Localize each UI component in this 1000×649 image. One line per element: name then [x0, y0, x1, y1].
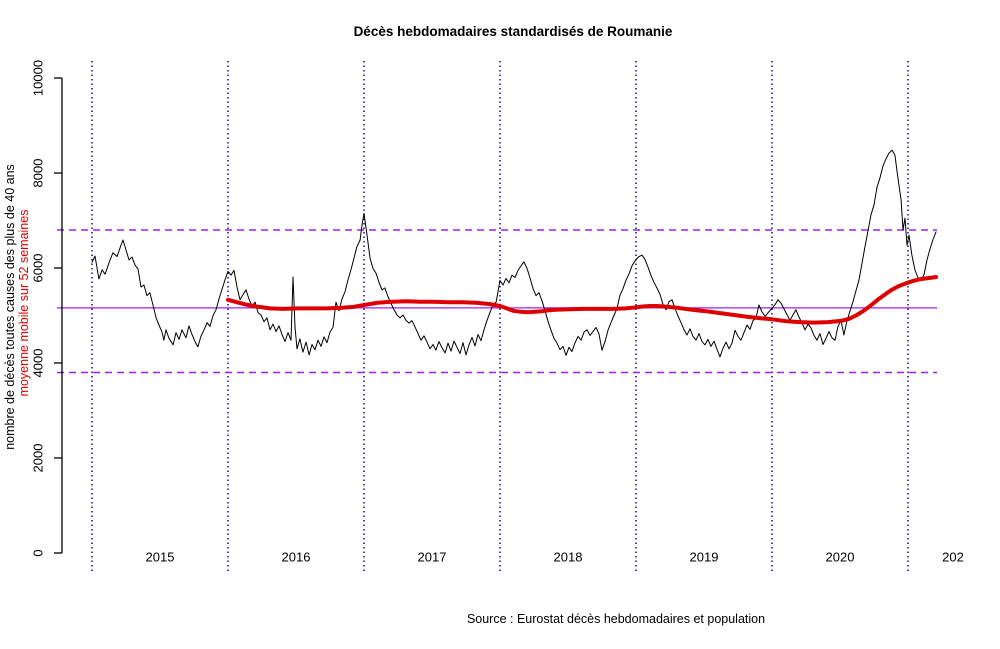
x-tick-label: 2020	[825, 549, 855, 565]
y-tick-label: 2000	[30, 443, 46, 473]
y-axis-label-primary: nombre de décès toutes causes des plus d…	[3, 164, 17, 450]
x-tick-label: 2015	[145, 549, 175, 565]
y-tick-label: 8000	[30, 158, 46, 188]
x-tick-label: 2016	[281, 549, 311, 565]
x-tick-label: 2017	[417, 549, 447, 565]
source-caption: Source : Eurostat décès hebdomadaires et…	[466, 612, 766, 626]
x-tick-label: 202	[942, 549, 964, 565]
y-tick-label: 0	[30, 549, 46, 557]
y-tick-label: 10000	[30, 59, 46, 97]
x-tick-label: 2019	[689, 549, 719, 565]
chart-title: Décès hebdomadaires standardisés de Roum…	[353, 24, 673, 39]
y-axis-label-secondary: moyenne mobile sur 52 semaines	[17, 209, 31, 397]
y-tick-label: 6000	[30, 253, 46, 283]
x-tick-label: 2018	[553, 549, 583, 565]
y-tick-label: 4000	[30, 348, 46, 378]
